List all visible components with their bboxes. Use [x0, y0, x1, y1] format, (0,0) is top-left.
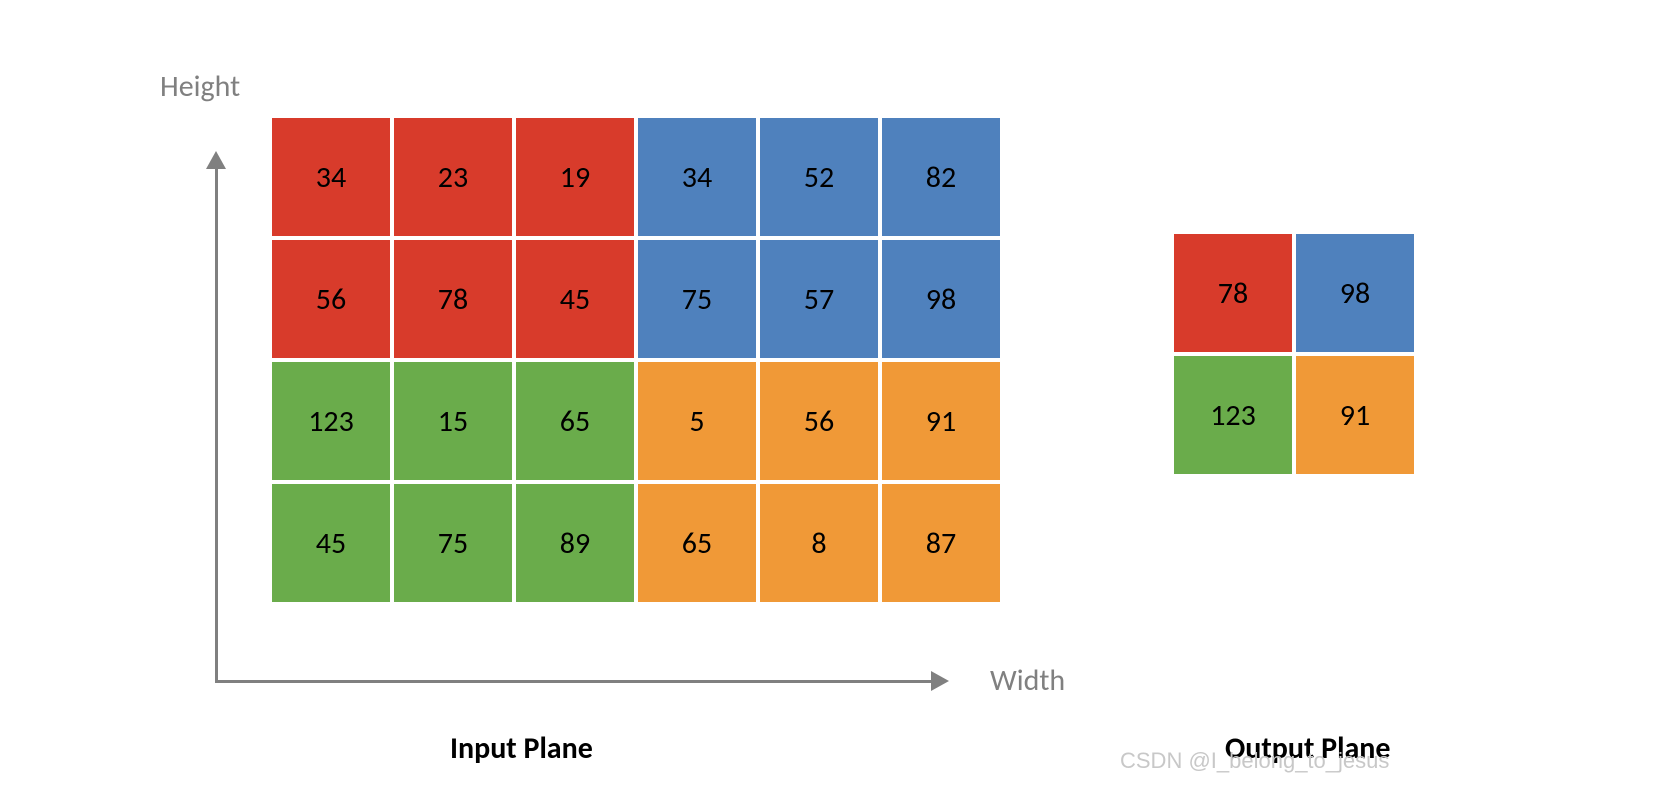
x-axis-arrow	[215, 680, 935, 683]
grid-cell: 15	[394, 362, 512, 480]
grid-cell: 78	[394, 240, 512, 358]
y-axis-arrow	[215, 165, 218, 682]
grid-cell: 5	[638, 362, 756, 480]
grid-cell: 123	[1174, 356, 1292, 474]
grid-cell: 89	[516, 484, 634, 602]
grid-cell: 19	[516, 118, 634, 236]
grid-cell: 75	[638, 240, 756, 358]
grid-cell: 56	[272, 240, 390, 358]
grid-cell: 34	[638, 118, 756, 236]
grid-cell: 34	[272, 118, 390, 236]
grid-cell: 98	[1296, 234, 1414, 352]
height-axis-label: Height	[160, 68, 240, 105]
grid-cell: 82	[882, 118, 1000, 236]
grid-cell: 87	[882, 484, 1000, 602]
grid-cell: 45	[272, 484, 390, 602]
grid-cell: 65	[516, 362, 634, 480]
input-plane-grid: 3423193452825678457557981231565556914575…	[272, 118, 1000, 602]
grid-cell: 75	[394, 484, 512, 602]
diagram-container: Height Width 342319345282567845755798123…	[0, 0, 1656, 790]
grid-cell: 52	[760, 118, 878, 236]
grid-cell: 45	[516, 240, 634, 358]
grid-cell: 78	[1174, 234, 1292, 352]
grid-cell: 65	[638, 484, 756, 602]
grid-cell: 57	[760, 240, 878, 358]
watermark-text: CSDN @I_belong_to_jesus	[1120, 748, 1389, 774]
grid-cell: 123	[272, 362, 390, 480]
width-axis-label: Width	[990, 662, 1065, 699]
output-plane-grid: 789812391	[1174, 234, 1414, 474]
grid-cell: 91	[1296, 356, 1414, 474]
grid-cell: 98	[882, 240, 1000, 358]
grid-cell: 56	[760, 362, 878, 480]
input-plane-label: Input Plane	[450, 730, 593, 767]
grid-cell: 23	[394, 118, 512, 236]
grid-cell: 91	[882, 362, 1000, 480]
grid-cell: 8	[760, 484, 878, 602]
